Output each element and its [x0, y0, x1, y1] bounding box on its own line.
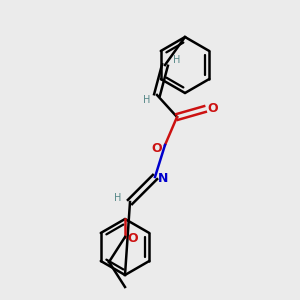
Text: H: H: [143, 95, 151, 105]
Text: O: O: [208, 103, 218, 116]
Text: O: O: [152, 142, 162, 155]
Text: H: H: [114, 193, 122, 203]
Text: N: N: [158, 172, 168, 185]
Text: O: O: [128, 232, 138, 245]
Text: H: H: [173, 55, 181, 65]
